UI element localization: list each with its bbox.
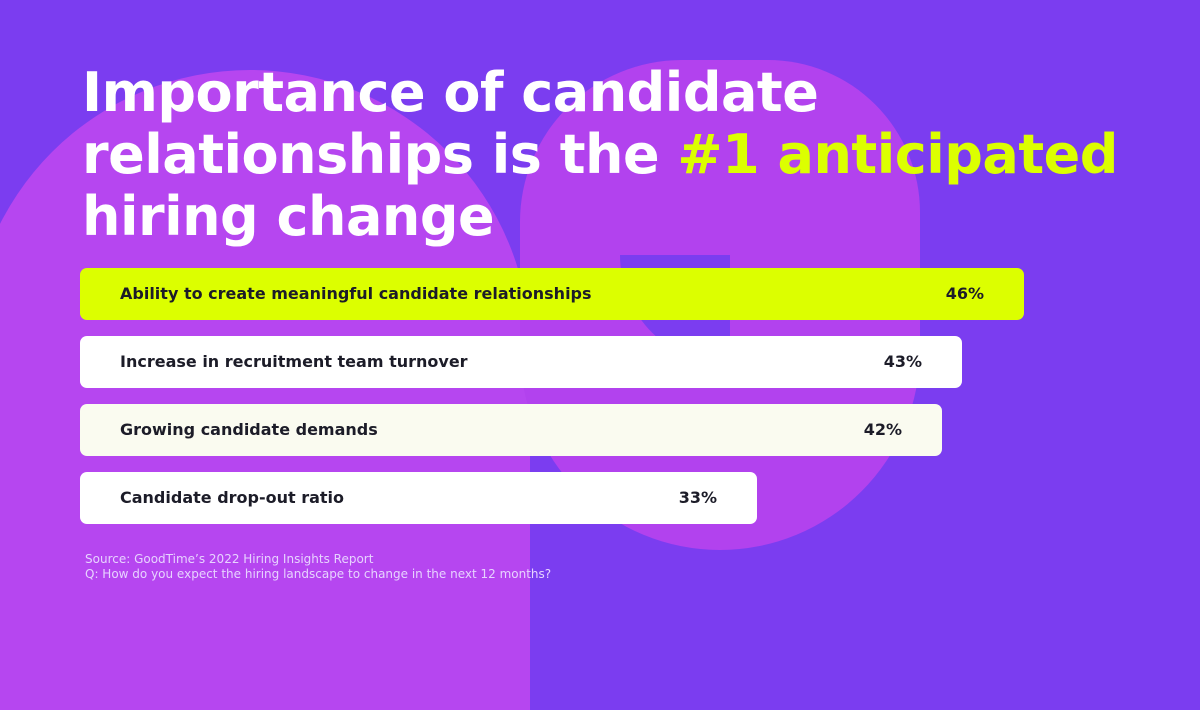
- headline: Importance of candidate relationships is…: [82, 62, 1122, 248]
- source-note: Source: GoodTime’s 2022 Hiring Insights …: [85, 552, 374, 566]
- headline-line-3: hiring change: [82, 185, 495, 248]
- bar-label: Candidate drop-out ratio: [120, 488, 345, 507]
- bar-value-label: 33%: [678, 488, 717, 507]
- bar-2: Increase in recruitment team turnover 43%: [80, 336, 962, 388]
- bar-3: Growing candidate demands 42%: [80, 404, 942, 456]
- bar-chart: Ability to create meaningful candidate r…: [80, 268, 1080, 538]
- bar-4: Candidate drop-out ratio 33%: [80, 472, 757, 524]
- headline-highlight: #1 anticipated: [677, 123, 1118, 186]
- survey-question: Q: How do you expect the hiring landscap…: [85, 567, 552, 581]
- bar-1: Ability to create meaningful candidate r…: [80, 268, 1024, 320]
- bar-label: Ability to create meaningful candidate r…: [120, 284, 592, 303]
- footer: Source: GoodTime’s 2022 Hiring Insights …: [85, 552, 551, 582]
- headline-line-1: Importance of candidate: [82, 61, 819, 124]
- bar-label: Increase in recruitment team turnover: [120, 352, 468, 371]
- bar-value-label: 46%: [945, 284, 984, 303]
- bar-value-label: 43%: [883, 352, 922, 371]
- bar-value-label: 42%: [863, 420, 902, 439]
- headline-line-2: relationships is the: [82, 123, 678, 186]
- bar-label: Growing candidate demands: [120, 420, 378, 439]
- background-shape-left: [0, 70, 530, 710]
